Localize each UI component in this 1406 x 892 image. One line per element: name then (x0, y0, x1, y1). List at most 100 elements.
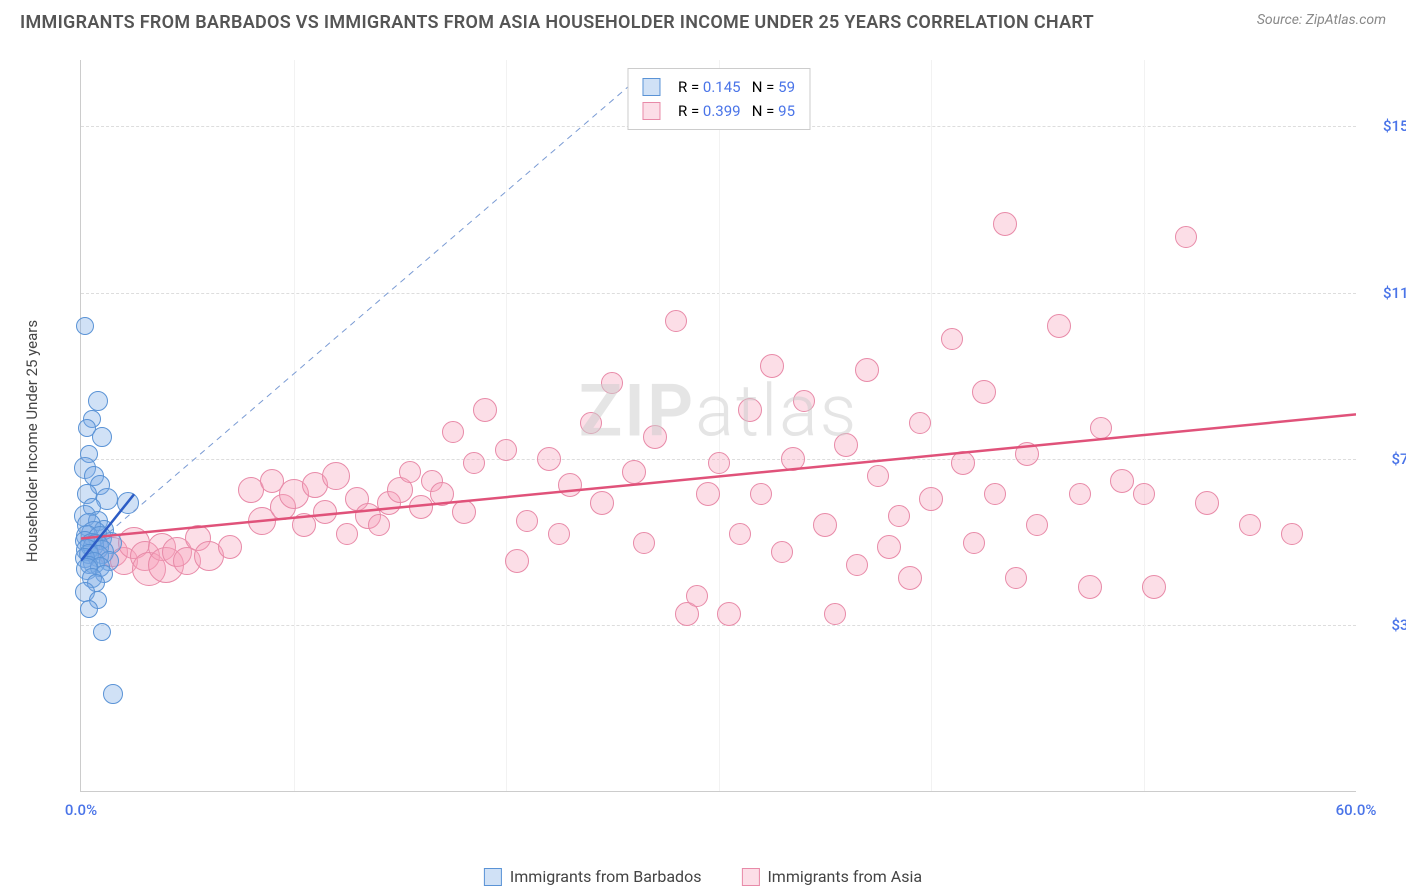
point-series2 (633, 532, 655, 554)
point-series2 (781, 447, 805, 471)
point-series2 (336, 523, 358, 545)
xtick-min: 0.0% (65, 801, 97, 819)
point-series2 (898, 566, 922, 590)
ytick-label: $75,000 (1366, 450, 1406, 468)
y-axis-label: Householder Income Under 25 years (23, 320, 41, 562)
point-series2 (1239, 514, 1261, 536)
point-series2 (218, 535, 242, 559)
point-series2 (643, 425, 667, 449)
point-series1 (93, 623, 111, 641)
point-series2 (888, 505, 910, 527)
point-series2 (558, 473, 582, 497)
point-series2 (1078, 575, 1102, 599)
point-series2 (442, 421, 464, 443)
gridline-v (506, 60, 507, 791)
point-series2 (750, 483, 772, 505)
point-series2 (1015, 442, 1039, 466)
point-series2 (708, 452, 730, 474)
point-series2 (399, 461, 421, 483)
point-series2 (313, 500, 337, 524)
point-series2 (322, 462, 350, 490)
legend: Immigrants from Barbados Immigrants from … (484, 867, 922, 886)
point-series2 (292, 513, 316, 537)
point-series2 (963, 532, 985, 554)
stats-swatch (642, 78, 660, 96)
stats-swatch (642, 102, 660, 120)
point-series1 (103, 684, 123, 704)
point-series2 (548, 523, 570, 545)
point-series2 (867, 465, 889, 487)
legend-item: Immigrants from Barbados (484, 867, 702, 886)
point-series2 (601, 372, 623, 394)
point-series2 (473, 398, 497, 422)
point-series2 (1281, 523, 1303, 545)
point-series2 (984, 483, 1006, 505)
stats-row: R = 0.399 N = 95 (642, 99, 795, 123)
point-series2 (972, 380, 996, 404)
point-series2 (834, 433, 858, 457)
point-series2 (452, 500, 476, 524)
source-label: Source: ZipAtlas.com (1257, 12, 1386, 28)
point-series1 (92, 427, 112, 447)
point-series2 (1026, 514, 1048, 536)
legend-swatch (484, 868, 502, 886)
point-series2 (686, 585, 708, 607)
point-series2 (729, 523, 751, 545)
point-series1 (76, 317, 94, 335)
point-series2 (909, 412, 931, 434)
point-series2 (665, 310, 687, 332)
gridline-v (719, 60, 720, 791)
ytick-label: $112,500 (1366, 284, 1406, 302)
point-series2 (1133, 483, 1155, 505)
point-series2 (951, 451, 975, 475)
stats-row: R = 0.145 N = 59 (642, 75, 795, 99)
point-series1 (117, 492, 139, 514)
point-series2 (919, 487, 943, 511)
plot-area: ZIPatlas R = 0.145 N = 59R = 0.399 N = 9… (80, 60, 1356, 792)
stats-box: R = 0.145 N = 59 R = 0.399 N = 95 (627, 68, 810, 130)
point-series2 (855, 358, 879, 382)
point-series2 (505, 549, 529, 573)
point-series2 (824, 603, 846, 625)
point-series2 (1110, 469, 1134, 493)
point-series2 (368, 514, 390, 536)
point-series1 (88, 391, 108, 411)
point-series2 (580, 412, 602, 434)
stats-text: R = 0.399 N = 95 (678, 102, 795, 120)
point-series2 (793, 390, 815, 412)
legend-item: Immigrants from Asia (741, 867, 922, 886)
point-series2 (738, 398, 762, 422)
xtick-max: 60.0% (1336, 801, 1377, 819)
point-series2 (430, 482, 454, 506)
legend-swatch (741, 868, 759, 886)
ytick-label: $150,000 (1366, 117, 1406, 135)
point-series2 (1195, 491, 1219, 515)
point-series2 (1069, 483, 1091, 505)
point-series2 (760, 354, 784, 378)
point-series2 (1142, 575, 1166, 599)
point-series2 (993, 212, 1017, 236)
point-series2 (846, 554, 868, 576)
legend-label: Immigrants from Barbados (510, 867, 702, 886)
chart-container: Householder Income Under 25 years ZIPatl… (50, 50, 1386, 832)
chart-title: IMMIGRANTS FROM BARBADOS VS IMMIGRANTS F… (20, 12, 1094, 33)
gridline-v (1144, 60, 1145, 791)
point-series2 (537, 447, 561, 471)
point-series2 (622, 460, 646, 484)
legend-label: Immigrants from Asia (767, 867, 922, 886)
gridline-v (294, 60, 295, 791)
point-series2 (813, 513, 837, 537)
point-series2 (877, 535, 901, 559)
point-series2 (516, 510, 538, 532)
point-series1 (80, 600, 98, 618)
stats-text: R = 0.145 N = 59 (678, 78, 795, 96)
point-series2 (409, 495, 433, 519)
point-series2 (590, 491, 614, 515)
point-series2 (771, 541, 793, 563)
point-series2 (1090, 417, 1112, 439)
point-series2 (1175, 226, 1197, 248)
ytick-label: $37,500 (1366, 616, 1406, 634)
point-series2 (495, 439, 517, 461)
point-series2 (1005, 567, 1027, 589)
point-series2 (696, 482, 720, 506)
